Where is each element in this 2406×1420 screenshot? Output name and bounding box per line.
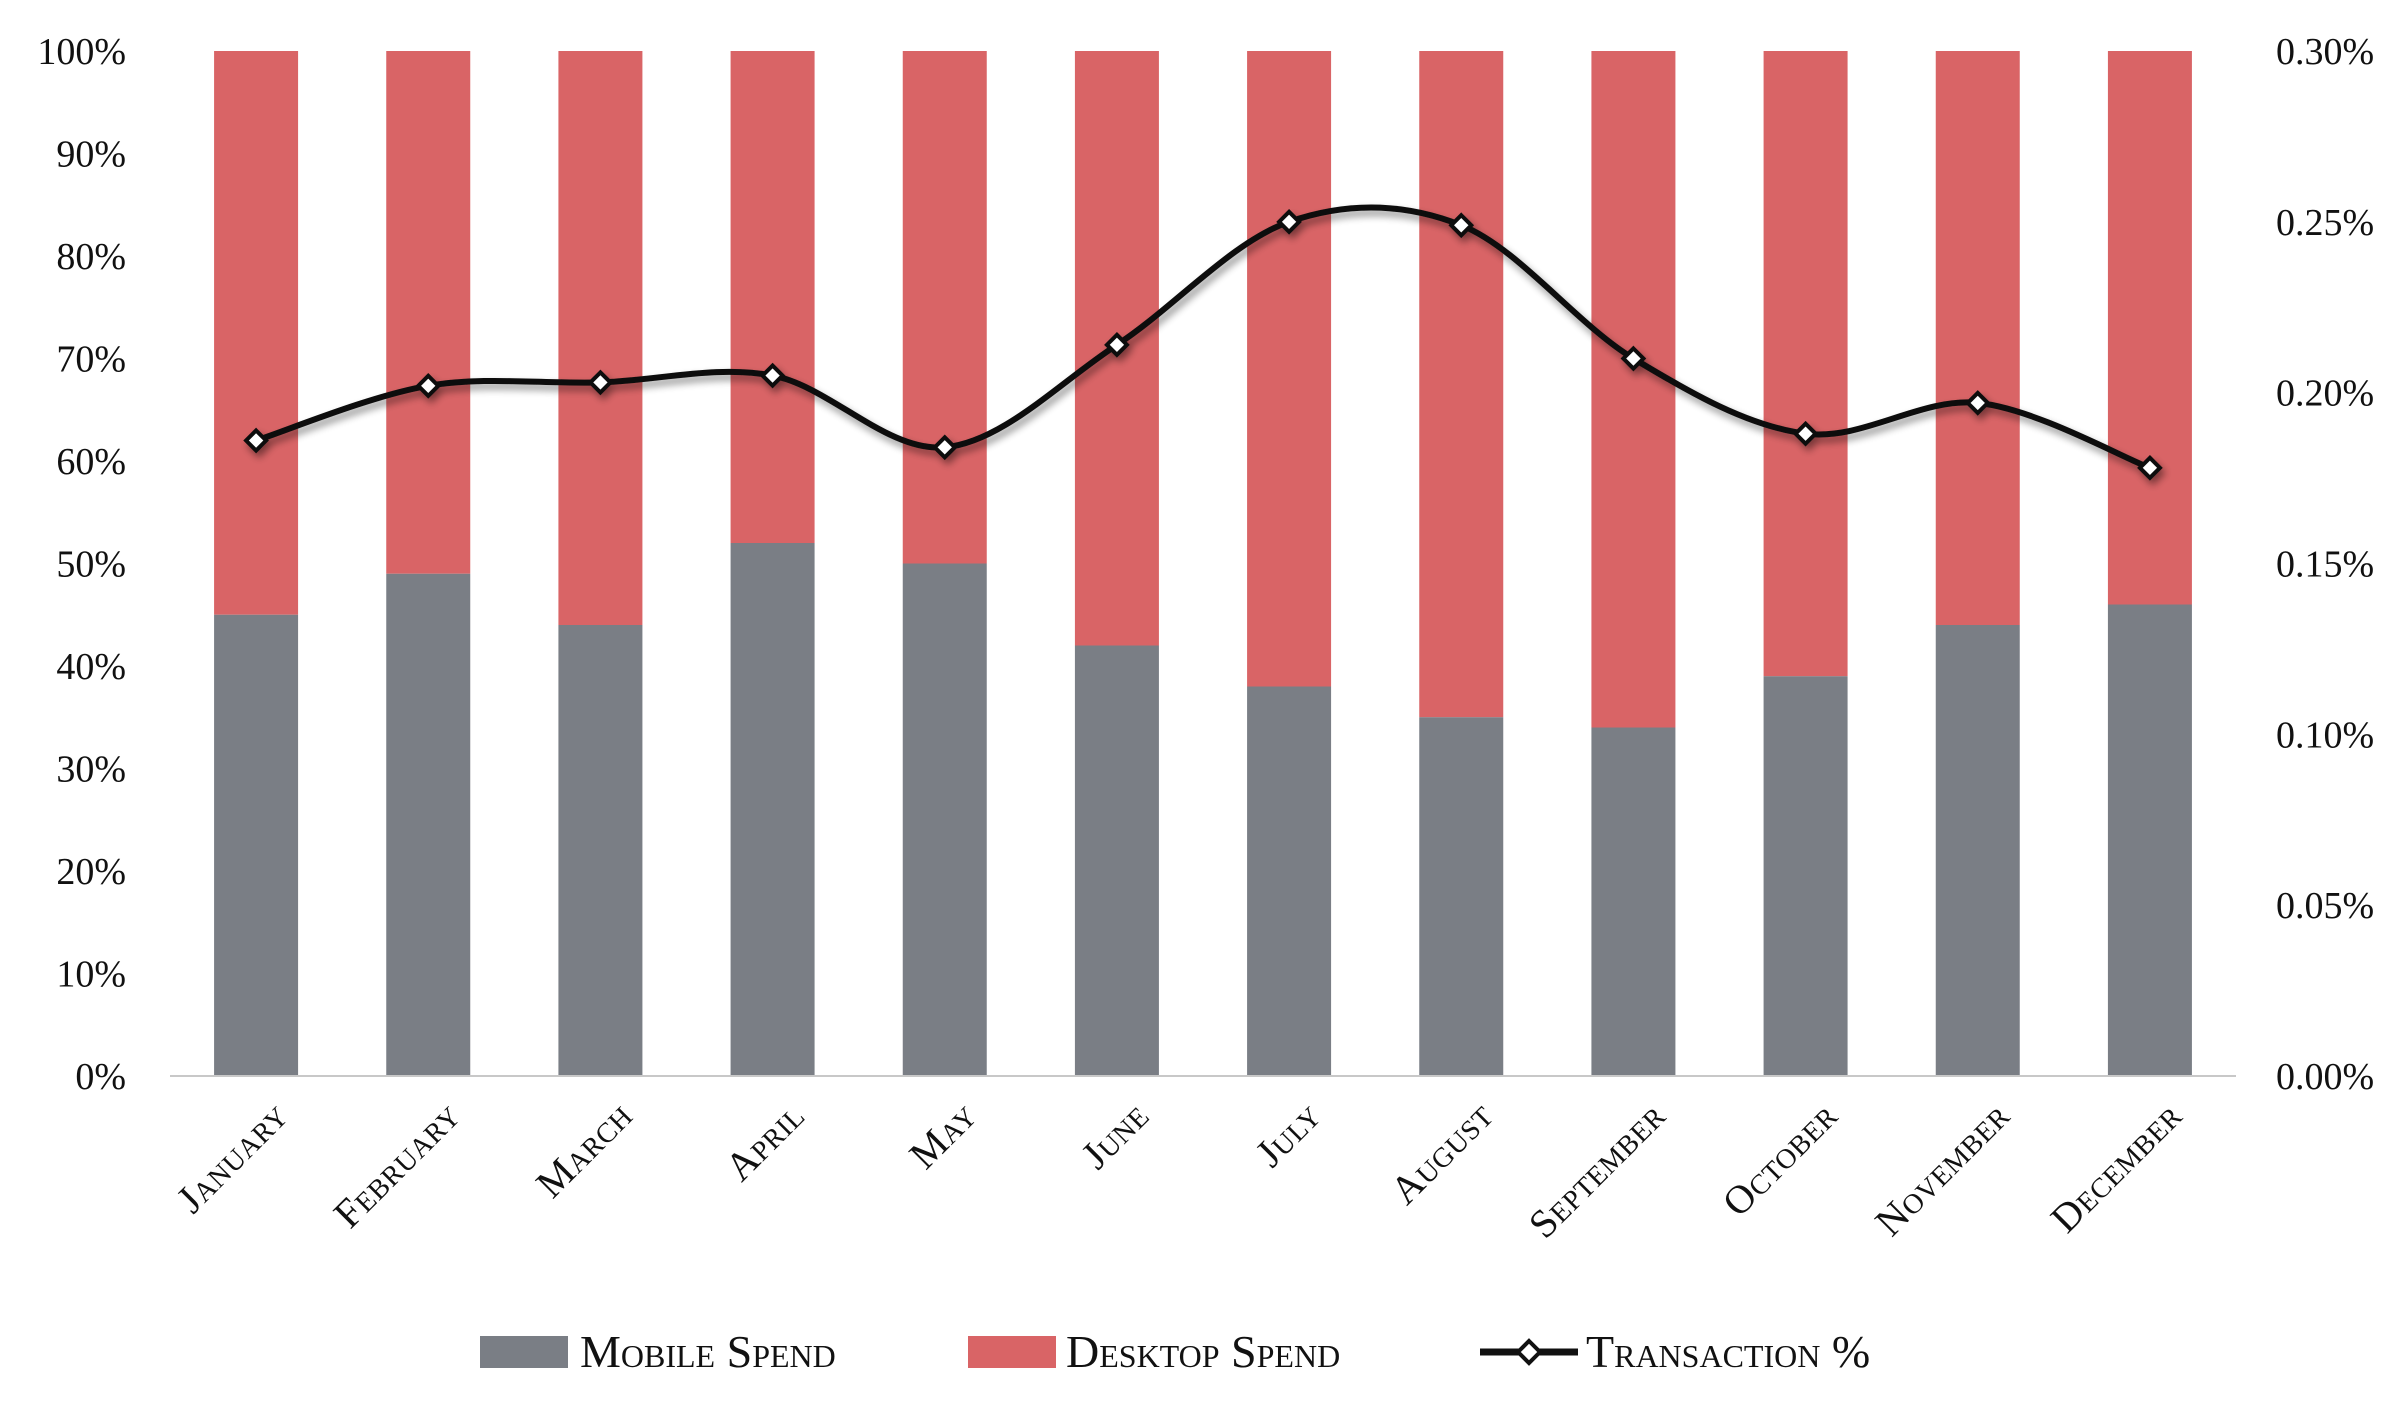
right-axis-ticks: 0.00% 0.05% 0.10% 0.15% 0.20% 0.25% 0.30% [2276,31,2374,1098]
category-labels: January February March April May June July Augu… [168,1093,2191,1247]
bar-mobile-january [214,614,299,1076]
legend-label-mobile: Mobile Spend [580,1326,836,1377]
left-axis-tick-label: 60% [56,441,126,483]
category-label-december: December [2042,1093,2191,1242]
right-axis-tick-label: 0.10% [2276,714,2374,756]
line-layer [243,204,2163,481]
bars-layer [214,51,2192,1076]
legend-swatch-transaction-marker [1515,1338,1543,1366]
bar-desktop-september [1591,51,1676,728]
right-axis-tick-label: 0.00% [2276,1056,2374,1098]
category-label-april: April [716,1093,813,1190]
transaction-marker-february [415,373,442,399]
bar-desktop-february [386,51,471,574]
bar-mobile-february [386,573,471,1076]
left-axis-ticks: 0% 10% 20% 30% 40% 50% 60% 70% 80% 90% 100% [37,31,126,1098]
category-label-july: July [1246,1093,1329,1176]
category-label-october: October [1713,1093,1845,1225]
bar-desktop-january [214,51,299,615]
transaction-marker-august [1448,212,1475,239]
bar-mobile-december [2107,604,2192,1076]
bar-desktop-may [902,51,987,564]
category-label-february: February [325,1093,469,1237]
category-label-march: March [527,1093,641,1207]
left-axis-tick-label: 40% [56,646,126,688]
bar-desktop-november [1935,51,2020,625]
legend-label-transaction: Transaction % [1586,1326,1870,1377]
transaction-marker-march [587,369,614,396]
right-axis-tick-label: 0.25% [2276,202,2374,244]
bar-mobile-april [730,543,815,1076]
category-label-january: January [168,1093,297,1222]
bar-mobile-may [902,563,987,1076]
transaction-marker-december [2137,455,2163,481]
category-label-august: August [1381,1093,1501,1213]
left-axis-tick-label: 70% [56,339,126,381]
left-axis-tick-label: 10% [56,954,126,996]
legend: Mobile Spend Desktop Spend Transaction % [480,1326,1870,1377]
left-axis-tick-label: 100% [37,31,126,73]
left-axis-tick-label: 50% [56,544,126,586]
left-axis-tick-label: 0% [75,1056,126,1098]
right-axis-tick-label: 0.05% [2276,885,2374,927]
legend-label-desktop: Desktop Spend [1066,1326,1340,1377]
transaction-marker-september [1620,345,1647,372]
bar-mobile-september [1591,727,1676,1076]
right-axis-tick-label: 0.30% [2276,31,2374,73]
transaction-marker-january [243,427,269,454]
transaction-marker-november [1964,390,1991,416]
bar-desktop-july [1247,51,1332,687]
bar-desktop-december [2107,51,2192,605]
right-axis-tick-label: 0.15% [2276,544,2374,586]
bar-mobile-july [1247,686,1332,1076]
right-axis-tick-label: 0.20% [2276,373,2374,415]
transaction-line [255,204,2151,471]
category-label-june: June [1072,1093,1157,1178]
transaction-marker-may [931,434,958,461]
category-label-may: May [900,1093,985,1178]
bar-desktop-march [558,51,643,625]
left-axis-tick-label: 80% [56,236,126,278]
bar-desktop-august [1419,51,1504,718]
bar-desktop-october [1763,51,1848,677]
bar-mobile-june [1074,645,1159,1076]
bar-mobile-october [1763,676,1848,1076]
bar-mobile-march [558,625,643,1076]
transaction-marker-october [1792,420,1819,447]
category-label-september: September [1520,1093,1674,1247]
left-axis-tick-label: 90% [56,134,126,176]
bar-desktop-april [730,51,815,543]
bar-mobile-november [1935,625,2020,1076]
transaction-marker-june [1104,332,1130,358]
left-axis-tick-label: 30% [56,749,126,791]
legend-swatch-mobile [480,1336,568,1368]
category-label-november: November [1866,1093,2018,1245]
bar-mobile-august [1419,717,1504,1076]
transaction-marker-april [759,362,786,389]
left-axis-tick-label: 20% [56,851,126,893]
legend-swatch-desktop [968,1336,1056,1368]
transaction-marker-july [1276,209,1302,235]
